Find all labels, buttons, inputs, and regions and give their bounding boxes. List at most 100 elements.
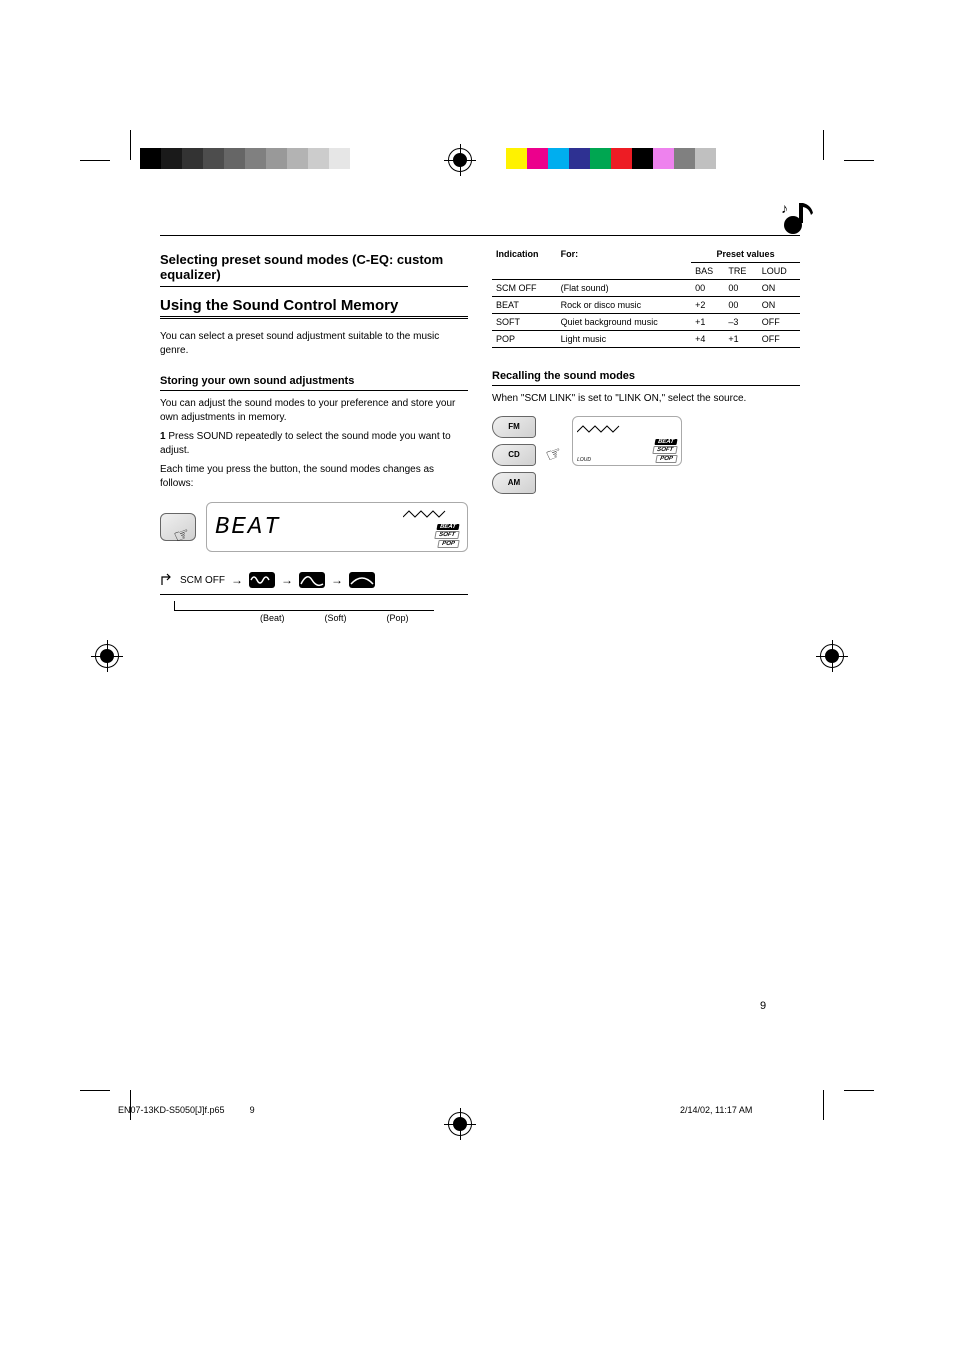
col-header: LOUD [758, 263, 800, 280]
arrow-icon: → [281, 573, 293, 587]
overline: Selecting preset sound modes (C-EQ: cust… [160, 252, 468, 282]
tiny-label: LOUD [577, 457, 591, 463]
table-row: POPLight music+4+1OFF [492, 331, 800, 348]
table-header-row: Indication For: Preset values [492, 246, 800, 263]
wave-icon [249, 572, 275, 588]
preset-values-table: Indication For: Preset values BAS TRE LO… [492, 246, 800, 348]
footer-filename: EN07-13KD-S5050[J]f.p65 9 [118, 1105, 255, 1115]
swatch [611, 148, 632, 169]
cycle-label: SCM OFF [180, 575, 225, 586]
table-row: SOFTQuiet background music+1–3OFF [492, 314, 800, 331]
left-column: Selecting preset sound modes (C-EQ: cust… [160, 244, 468, 623]
divider [160, 286, 468, 287]
wave-icon [349, 572, 375, 588]
table-cell: Rock or disco music [557, 297, 691, 314]
subsection-heading: Recalling the sound modes [492, 370, 800, 386]
svg-text:♪: ♪ [781, 200, 788, 216]
source-button-stack: FM CD AM [492, 416, 536, 494]
swatch [674, 148, 695, 169]
footer-sheet: 9 [250, 1105, 255, 1115]
soft-badge: SOFT [434, 531, 459, 539]
crop-mark [80, 160, 110, 161]
footer-date: 2/14/02, 11:17 AM [680, 1105, 752, 1115]
registration-mark [95, 644, 119, 668]
wave-icon [299, 572, 325, 588]
section-heading: Using the Sound Control Memory [160, 297, 468, 314]
swatch [224, 148, 245, 169]
color-bar [506, 148, 716, 180]
swatch [695, 148, 716, 169]
table-cell: 00 [724, 280, 757, 297]
cd-button-graphic: CD [492, 444, 536, 466]
table-cell: POP [492, 331, 557, 348]
table-cell: +1 [691, 314, 724, 331]
pop-badge: POP [656, 455, 678, 463]
swatch [329, 148, 350, 169]
registration-mark [448, 148, 472, 172]
caption: (Pop) [387, 613, 409, 623]
hand-pointer-icon: ☞ [543, 441, 565, 466]
swatch [308, 148, 329, 169]
cycle-return-line [174, 601, 434, 611]
step-text: 1 Press SOUND repeatedly to select the s… [160, 430, 468, 457]
caption: (Beat) [260, 613, 285, 623]
swatch [653, 148, 674, 169]
table-cell: SOFT [492, 314, 557, 331]
swatch [506, 148, 527, 169]
page-number: 9 [760, 1000, 766, 1012]
subsection-heading: Storing your own sound adjustments [160, 375, 468, 391]
source-select-illustration: FM CD AM ☞ LOUD BEAT SOFT POP [492, 416, 800, 494]
body-text: When "SCM LINK" is set to "LINK ON," sel… [492, 392, 800, 406]
lcd-text: BEAT [215, 514, 281, 541]
swatch [632, 148, 653, 169]
registration-mark [820, 644, 844, 668]
step-explain: Each time you press the button, the soun… [160, 463, 468, 490]
table-cell: 00 [724, 297, 757, 314]
col-header: Preset values [691, 246, 800, 263]
table-row: SCM OFF(Flat sound)0000ON [492, 280, 800, 297]
step-body: Press SOUND repeatedly to select the sou… [160, 431, 451, 456]
swatch [527, 148, 548, 169]
table-cell: +4 [691, 331, 724, 348]
table-cell: 00 [691, 280, 724, 297]
page-content: ♪ Selecting preset sound modes (C-EQ: cu… [160, 195, 800, 623]
button-press-illustration: ☞ BEAT BEAT SOFT POP [160, 502, 468, 552]
music-note-icon: ♪ [773, 195, 815, 237]
caption: (Soft) [325, 613, 347, 623]
col-header: TRE [724, 263, 757, 280]
cycle-arrow-icon [160, 573, 174, 587]
mode-cycle-diagram: SCM OFF → → → [160, 566, 468, 595]
registration-mark [448, 1112, 472, 1136]
fm-button-graphic: FM [492, 416, 536, 438]
grayscale-bar [140, 148, 371, 180]
crop-mark [823, 130, 824, 160]
crop-mark [823, 1090, 824, 1120]
double-rule [160, 316, 468, 320]
table-cell: SCM OFF [492, 280, 557, 297]
swatch [140, 148, 161, 169]
swatch [266, 148, 287, 169]
table-cell: +1 [724, 331, 757, 348]
footer-filename-text: EN07-13KD-S5050[J]f.p65 [118, 1105, 225, 1115]
table-cell: +2 [691, 297, 724, 314]
arrow-icon: → [331, 573, 343, 587]
swatch [182, 148, 203, 169]
table-cell: BEAT [492, 297, 557, 314]
body-text: You can adjust the sound modes to your p… [160, 397, 468, 424]
lcd-display: LOUD BEAT SOFT POP [572, 416, 682, 466]
swatch [569, 148, 590, 169]
col-header: Indication [492, 246, 557, 280]
swatch [350, 148, 371, 169]
table-cell: Light music [557, 331, 691, 348]
swatch [161, 148, 182, 169]
col-header: For: [557, 246, 691, 280]
right-column: Indication For: Preset values BAS TRE LO… [492, 244, 800, 623]
table-cell: Quiet background music [557, 314, 691, 331]
swatch [287, 148, 308, 169]
table-row: BEATRock or disco music+200ON [492, 297, 800, 314]
beat-badge: BEAT [437, 524, 460, 530]
table-cell: OFF [758, 314, 800, 331]
cycle-captions: (Beat) (Soft) (Pop) [260, 613, 468, 623]
crop-mark [80, 1090, 110, 1091]
col-header: BAS [691, 263, 724, 280]
